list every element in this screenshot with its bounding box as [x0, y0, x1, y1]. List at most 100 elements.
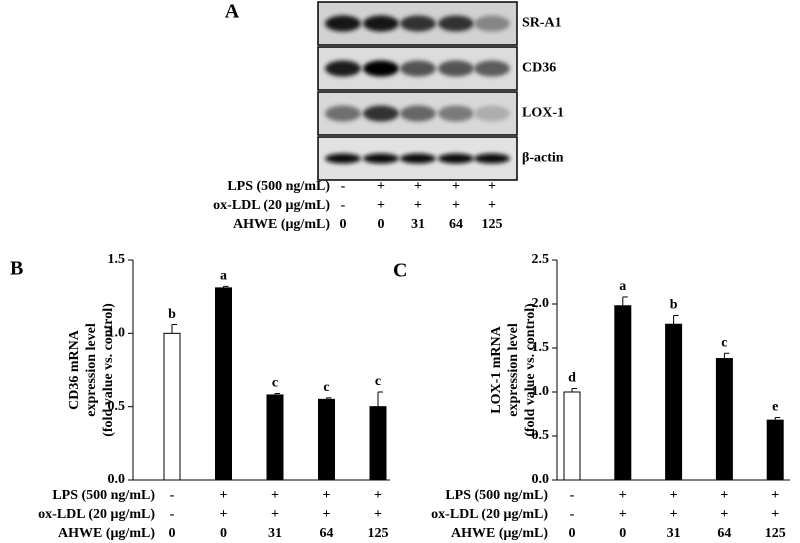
treatment-value: -: [341, 179, 346, 194]
treatment-value: 125: [765, 526, 786, 541]
blot-band: [438, 105, 474, 122]
treatment-value: 0: [619, 526, 626, 541]
blot-band: [438, 60, 474, 77]
bar: [369, 406, 387, 481]
treatment-value: 64: [717, 526, 731, 541]
blot-band: [474, 105, 510, 122]
y-tick-label: 0.5: [108, 399, 126, 414]
treatment-value: 0: [569, 526, 576, 541]
bar: [715, 358, 733, 481]
treatment-value: +: [670, 488, 678, 503]
treatment-label: ox-LDL (20 μg/mL): [213, 198, 330, 213]
treatment-value: +: [271, 507, 279, 522]
panel-label: C: [393, 260, 407, 282]
protein-label: β-actin: [522, 151, 564, 166]
treatment-value: 125: [482, 217, 503, 232]
bar: [614, 305, 632, 481]
treatment-value: 0: [378, 217, 385, 232]
treatment-value: 0: [340, 217, 347, 232]
treatment-value: +: [220, 488, 228, 503]
significance-label: a: [220, 269, 227, 284]
significance-label: c: [721, 335, 727, 350]
treatment-label: LPS (500 ng/mL): [227, 179, 330, 194]
treatment-value: +: [323, 507, 331, 522]
treatment-value: 31: [667, 526, 681, 541]
significance-label: e: [772, 400, 778, 415]
bar: [163, 332, 181, 481]
treatment-value: +: [374, 488, 382, 503]
blot-band: [325, 60, 361, 77]
treatment-value: +: [323, 488, 331, 503]
treatment-value: +: [488, 179, 496, 194]
bar: [766, 419, 784, 481]
blot-band: [325, 105, 361, 122]
y-axis-label: expression level: [506, 323, 521, 417]
treatment-value: +: [220, 507, 228, 522]
y-axis-label: CD36 mRNA: [67, 329, 82, 410]
blot-band: [400, 105, 436, 122]
treatment-value: -: [170, 507, 175, 522]
treatment-value: +: [452, 179, 460, 194]
bar: [318, 398, 335, 481]
bar: [215, 287, 232, 481]
significance-label: c: [375, 374, 381, 389]
treatment-label: AHWE (μg/mL): [451, 526, 548, 541]
protein-label: SR-A1: [522, 16, 562, 31]
panel-label: B: [10, 258, 23, 280]
treatment-value: 64: [449, 217, 463, 232]
y-tick-label: 1.5: [532, 340, 550, 355]
y-axis-label: (fold value vs. control): [523, 303, 538, 437]
significance-label: b: [670, 298, 678, 313]
treatment-value: +: [720, 507, 728, 522]
blot-band: [474, 60, 510, 77]
treatment-label: LPS (500 ng/mL): [445, 488, 548, 503]
significance-label: a: [619, 279, 626, 294]
treatment-value: 125: [368, 526, 389, 541]
y-tick-label: 2.5: [532, 252, 550, 267]
treatment-value: +: [488, 198, 496, 213]
y-tick-label: 1.0: [532, 384, 550, 399]
protein-label: LOX-1: [522, 106, 564, 121]
y-tick-label: 0.0: [532, 472, 550, 487]
y-axis-label: (fold value vs. control): [101, 303, 116, 437]
blot-band: [325, 153, 361, 164]
treatment-value: -: [570, 488, 575, 503]
blot-band: [363, 153, 399, 164]
treatment-value: +: [771, 488, 779, 503]
treatment-value: +: [374, 507, 382, 522]
treatment-value: +: [377, 198, 385, 213]
blot-band: [400, 153, 436, 164]
treatment-value: +: [414, 198, 422, 213]
blot-band: [438, 15, 474, 32]
treatment-label: LPS (500 ng/mL): [52, 488, 155, 503]
significance-label: c: [272, 376, 278, 391]
treatment-value: 0: [220, 526, 227, 541]
blot-band: [474, 153, 510, 164]
y-tick-label: 0.5: [532, 428, 550, 443]
blot-band: [363, 60, 399, 77]
blot-band: [400, 15, 436, 32]
treatment-value: -: [570, 507, 575, 522]
treatment-value: +: [619, 507, 627, 522]
bar: [563, 391, 581, 481]
treatment-label: ox-LDL (20 μg/mL): [38, 507, 155, 522]
panel-label: A: [225, 1, 240, 23]
treatment-value: 31: [411, 217, 425, 232]
treatment-value: +: [670, 507, 678, 522]
blot-band: [325, 15, 361, 32]
treatment-value: +: [720, 488, 728, 503]
y-tick-label: 1.5: [108, 252, 126, 267]
treatment-value: -: [341, 198, 346, 213]
y-tick-label: 2.0: [532, 296, 550, 311]
treatment-value: +: [619, 488, 627, 503]
protein-label: CD36: [522, 61, 556, 76]
treatment-value: +: [271, 488, 279, 503]
bar: [266, 394, 284, 481]
treatment-value: 64: [320, 526, 334, 541]
treatment-label: ox-LDL (20 μg/mL): [431, 507, 548, 522]
treatment-value: 31: [268, 526, 282, 541]
y-axis-label: expression level: [84, 323, 99, 417]
blot-band: [438, 153, 474, 164]
treatment-value: +: [452, 198, 460, 213]
